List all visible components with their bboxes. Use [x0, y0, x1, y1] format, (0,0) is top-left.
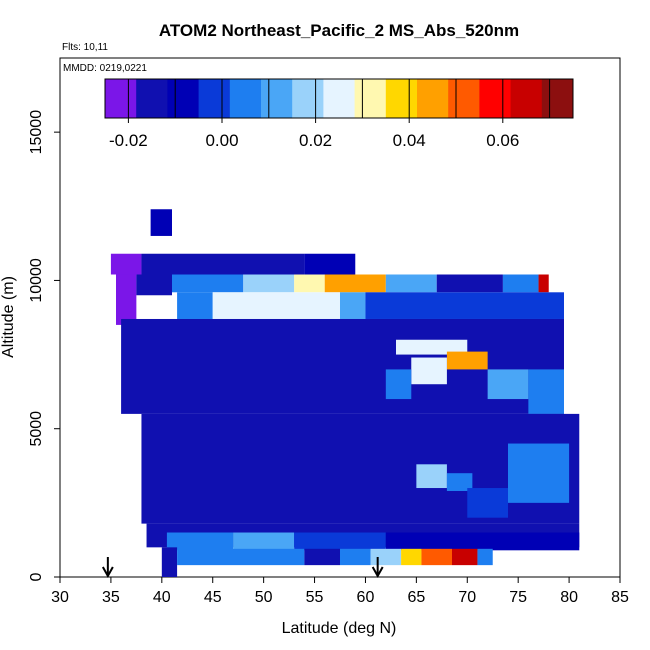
x-axis: 30 35 40 45 50 55 60 65 70 75 80 85: [51, 577, 629, 606]
heatmap-cell-23: [487, 369, 529, 400]
heatmap-cell-10: [385, 274, 437, 293]
colorbar-swatch-13: [510, 79, 543, 118]
heatmap-cell-6: [172, 274, 244, 293]
heatmap-cell-24: [528, 369, 564, 414]
heatmap-cell-22: [385, 369, 412, 400]
heatmap-cell-36: [177, 548, 305, 566]
colorbar-tick-label: 0.06: [486, 131, 519, 150]
heatmap-cell-41: [421, 548, 452, 566]
colorbar-swatch-4: [229, 79, 262, 118]
colorbar-swatch-10: [417, 79, 449, 118]
colorbar-swatch-9: [385, 79, 418, 118]
heatmap-cell-4: [116, 274, 137, 325]
colorbar-tick-label: 0.04: [393, 131, 426, 150]
heatmap-cell-39: [370, 548, 402, 566]
colorbar-swatch-3: [198, 79, 231, 118]
heatmap-cell-5: [136, 274, 172, 296]
heatmap-cell-7: [243, 274, 295, 293]
y-tick-label: 5000: [28, 411, 45, 447]
y-axis: 0 5000 10000 15000: [28, 110, 60, 581]
heatmap-field: [110, 209, 580, 577]
colorbar: -0.02 0.00 0.02 0.04 0.06: [104, 78, 574, 150]
x-tick-label: 85: [611, 589, 629, 606]
heatmap-cell-31: [166, 532, 234, 551]
colorbar-frame: [104, 78, 574, 119]
x-tick-label: 75: [509, 589, 527, 606]
x-tick-label: 35: [102, 589, 120, 606]
heatmap-cell-0: [150, 209, 172, 236]
x-tick-label: 55: [306, 589, 324, 606]
heatmap-cell-42: [452, 548, 478, 566]
heatmap-cell-18: [121, 318, 564, 414]
heatmap-cell-13: [538, 274, 549, 293]
heatmap-cell-8: [294, 274, 325, 293]
colorbar-swatch-8: [354, 79, 387, 118]
colorbar-swatch-2: [167, 79, 200, 118]
heatmap-cell-43: [477, 548, 493, 566]
heatmap-cell-17: [365, 292, 564, 319]
heatmap-cell-38: [340, 548, 371, 566]
heatmap-cell-21: [411, 357, 447, 385]
x-tick-label: 60: [357, 589, 375, 606]
y-axis-label: Altitude (m): [0, 276, 17, 358]
heatmap-cell-37: [304, 548, 340, 566]
heatmap-cell-32: [233, 532, 295, 551]
heatmap-cell-29: [508, 443, 570, 503]
heatmap-cell-14: [177, 292, 213, 319]
heatmap-cell-19: [396, 339, 468, 355]
colorbar-swatch-7: [323, 79, 356, 118]
y-tick-label: 15000: [28, 110, 45, 155]
x-tick-label: 40: [153, 589, 171, 606]
heatmap-cell-16: [340, 292, 366, 319]
heatmap-cell-11: [436, 274, 503, 293]
y-tick-label: 0: [28, 572, 45, 581]
x-axis-label: Latitude (deg N): [282, 620, 397, 637]
y-tick-label: 10000: [28, 258, 45, 303]
heatmap-cell-33: [294, 532, 386, 551]
colorbar-swatch-12: [479, 79, 512, 118]
heatmap-cell-2: [141, 253, 305, 275]
colorbar-swatch-14: [541, 79, 574, 118]
heatmap-cell-34: [385, 532, 580, 551]
arrow-marker-1: [101, 557, 114, 579]
heatmap-cell-26: [416, 464, 447, 489]
x-tick-label: 50: [255, 589, 273, 606]
heatmap-cell-9: [324, 274, 386, 293]
flight-arrows: [101, 557, 384, 579]
heatmap-cell-28: [467, 488, 508, 518]
chart-title: ATOM2 Northeast_Pacific_2 MS_Abs_520nm: [159, 21, 519, 40]
colorbar-swatch-5: [261, 79, 293, 118]
heatmap-cell-40: [401, 548, 422, 566]
x-tick-label: 80: [560, 589, 578, 606]
heatmap-cell-12: [502, 274, 539, 293]
colorbar-tick-label: -0.02: [109, 131, 148, 150]
heatmap-cell-3: [304, 253, 356, 275]
x-tick-label: 65: [407, 589, 425, 606]
x-tick-label: 45: [204, 589, 222, 606]
colorbar-swatch-11: [448, 79, 480, 118]
heatmap-cell-27: [446, 473, 473, 491]
colorbar-swatch-6: [292, 79, 324, 118]
heatmap-cell-1: [110, 253, 142, 275]
x-tick-label: 70: [458, 589, 476, 606]
colorbar-swatch-1: [136, 79, 168, 118]
heatmap-cell-20: [446, 351, 488, 370]
arrow-marker-2: [371, 557, 384, 579]
colorbar-tick-label: 0.00: [205, 131, 238, 150]
heatmap-cell-35: [161, 547, 178, 577]
heatmap-cell-15: [212, 292, 340, 319]
flights-note: Flts: 10,11: [62, 42, 108, 53]
colorbar-tick-label: 0.02: [299, 131, 332, 150]
x-tick-label: 30: [51, 589, 69, 606]
date-note: MMDD: 0219,0221: [63, 63, 147, 74]
colorbar-swatch-0: [105, 79, 137, 118]
